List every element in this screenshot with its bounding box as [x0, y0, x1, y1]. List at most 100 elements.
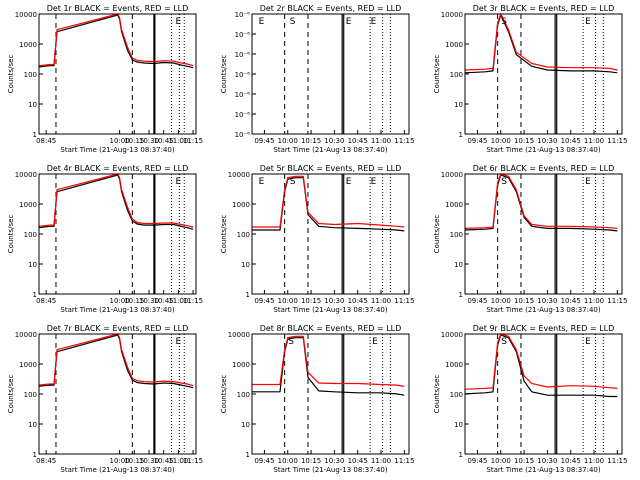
y-tick-label: 10: [241, 261, 250, 269]
x-tick-label: 10:15: [124, 137, 144, 145]
series-line-lld: [38, 333, 194, 387]
y-tick-label: 100: [24, 391, 37, 399]
x-tick-label: 10:45: [561, 297, 581, 305]
y-tick-label: 1000: [19, 361, 37, 369]
y-tick-label: 1000: [232, 361, 250, 369]
x-tick-label: 08:45: [36, 457, 56, 465]
x-tick-label: 10:15: [124, 457, 144, 465]
x-tick-label: 11:00: [584, 137, 604, 145]
x-tick-label: 10:45: [154, 137, 174, 145]
marker-label: E: [259, 177, 265, 187]
marker-label: S: [501, 17, 507, 27]
x-tick-label: 10:45: [561, 137, 581, 145]
x-tick-label: 10:45: [561, 457, 581, 465]
y-tick-label: 1000: [232, 201, 250, 209]
x-tick-label: 09:45: [467, 457, 487, 465]
y-tick-label: 1000: [19, 41, 37, 49]
x-tick-label: 11:00: [168, 457, 188, 465]
x-tick-label: 08:45: [36, 297, 56, 305]
series-line-lld: [252, 335, 405, 387]
x-axis-label: Start Time (21-Aug-13 08:37:40): [273, 146, 387, 154]
plot-frame: [464, 173, 623, 295]
panel-title: Det 8r BLACK = Events, RED = LLD: [260, 324, 402, 333]
y-axis-label: Counts/sec: [7, 215, 15, 254]
panel-det-4: Det 4r BLACK = Events, RED = LLD E 1 10 100 1…: [7, 164, 203, 314]
x-tick-label: 10:15: [514, 297, 534, 305]
x-tick-label: 10:30: [139, 297, 159, 305]
y-tick-label: 1000: [445, 201, 463, 209]
series-line-lld: [464, 173, 618, 229]
y-tick-label: 1000: [445, 361, 463, 369]
x-tick-label: 10:00: [110, 137, 130, 145]
series-line-events: [252, 337, 405, 396]
x-tick-label: 09:45: [254, 137, 274, 145]
series-line-events: [38, 334, 194, 389]
marker-label: E: [175, 17, 181, 27]
x-axis-label: Start Time (21-Aug-13 08:37:40): [60, 466, 174, 474]
x-tick-label: 11:15: [183, 457, 203, 465]
plot-frame: [38, 13, 197, 135]
y-tick-label: 1: [33, 131, 37, 139]
y-tick-label: 10: [28, 421, 37, 429]
x-tick-label: 10:30: [324, 457, 344, 465]
series-line-lld: [38, 173, 194, 228]
x-tick-label: 11:00: [371, 457, 391, 465]
panel-title: Det 4r BLACK = Events, RED = LLD: [47, 164, 189, 173]
x-tick-label: 10:15: [514, 137, 534, 145]
x-tick-label: 10:15: [514, 457, 534, 465]
panel-det-6: Det 6r BLACK = Events, RED = LLD S E 1 10 100…: [433, 164, 627, 314]
marker-label: S: [290, 177, 296, 187]
panel-title: Det 2r BLACK = Events, RED = LLD: [260, 4, 402, 13]
x-tick-label: 10:00: [491, 297, 511, 305]
marker-label: E: [371, 17, 377, 27]
y-tick-label: 10⁻⁶: [235, 91, 251, 99]
x-tick-label: 11:00: [168, 297, 188, 305]
y-tick-label: 10: [454, 261, 463, 269]
x-tick-label: 10:30: [324, 297, 344, 305]
x-axis-label: Start Time (21-Aug-13 08:37:40): [273, 306, 387, 314]
x-tick-label: 10:00: [110, 297, 130, 305]
x-tick-label: 10:30: [139, 457, 159, 465]
panel-title: Det 1r BLACK = Events, RED = LLD: [47, 4, 189, 13]
x-tick-label: 11:00: [371, 297, 391, 305]
y-tick-label: 10⁻⁶: [235, 131, 251, 139]
y-tick-label: 10000: [441, 331, 463, 339]
panel-det-8: Det 8r BLACK = Events, RED = LLD S E 1 10 100…: [220, 324, 414, 474]
panel-det-7: Det 7r BLACK = Events, RED = LLD E 1 10 100 1…: [7, 324, 203, 474]
y-tick-label: 100: [24, 231, 37, 239]
y-tick-label: 10: [28, 101, 37, 109]
marker-label: S: [288, 337, 294, 347]
x-tick-label: 11:00: [584, 297, 604, 305]
y-tick-label: 10: [454, 101, 463, 109]
x-tick-label: 09:45: [254, 457, 274, 465]
series-line-events: [464, 334, 618, 398]
x-axis-label: Start Time (21-Aug-13 08:37:40): [60, 306, 174, 314]
y-axis-label: Counts/sec: [220, 55, 228, 94]
marker-label: E: [371, 177, 377, 187]
x-tick-label: 11:15: [183, 297, 203, 305]
y-axis-label: Counts/sec: [433, 375, 441, 414]
x-tick-label: 10:30: [537, 297, 557, 305]
y-tick-label: 10⁻⁶: [235, 71, 251, 79]
x-tick-label: 10:30: [537, 137, 557, 145]
x-tick-label: 10:00: [278, 137, 298, 145]
x-tick-label: 10:45: [348, 297, 368, 305]
y-tick-label: 100: [24, 71, 37, 79]
y-tick-label: 100: [237, 231, 250, 239]
x-tick-label: 10:00: [110, 457, 130, 465]
x-axis-label: Start Time (21-Aug-13 08:37:40): [486, 146, 600, 154]
marker-label: E: [175, 337, 181, 347]
marker-label: S: [290, 17, 296, 27]
x-tick-label: 10:30: [324, 137, 344, 145]
series-line-events: [464, 174, 618, 232]
y-tick-label: 1: [246, 291, 250, 299]
panel-det-5: Det 5r BLACK = Events, RED = LLD E S E E 1 10 1…: [220, 164, 414, 314]
x-axis-label: Start Time (21-Aug-13 08:37:40): [486, 306, 600, 314]
y-tick-label: 10: [28, 261, 37, 269]
x-tick-label: 11:15: [607, 137, 627, 145]
marker-label: E: [259, 17, 265, 27]
x-tick-label: 11:15: [607, 297, 627, 305]
panel-det-2: Det 2r BLACK = Events, RED = LLD E S E E 10⁻⁶…: [220, 4, 414, 154]
x-tick-label: 11:15: [607, 457, 627, 465]
